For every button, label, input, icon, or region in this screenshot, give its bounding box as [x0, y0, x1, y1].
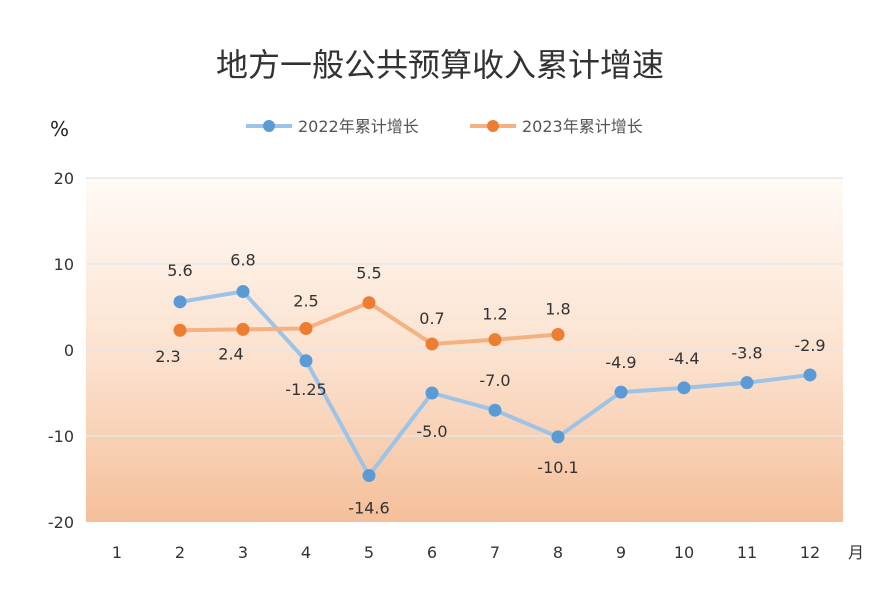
data-label: 5.6: [167, 261, 192, 280]
gridlines: [86, 177, 843, 437]
data-point: [173, 323, 187, 337]
data-label: 2.4: [218, 344, 243, 363]
data-label: -4.9: [605, 353, 636, 372]
data-point: [425, 337, 439, 351]
data-point: [362, 469, 376, 483]
x-tick-label: 12: [800, 543, 820, 562]
data-point: [677, 381, 691, 395]
data-label: 2.5: [293, 292, 318, 311]
legend-label: 2022年累计增长: [298, 117, 419, 136]
x-axis-ticks: 1 2 3 4 5 6 7 8 9 10 11 12: [112, 543, 820, 562]
data-point: [488, 333, 502, 347]
y-tick-label: -10: [48, 427, 74, 446]
data-point: [425, 386, 439, 400]
data-label: 0.7: [419, 309, 444, 328]
x-tick-label: 5: [364, 543, 374, 562]
data-point: [236, 322, 250, 336]
data-point: [299, 354, 313, 368]
data-label: -7.0: [479, 371, 510, 390]
x-tick-label: 10: [674, 543, 694, 562]
data-point: [362, 296, 376, 310]
y-tick-label: 0: [64, 341, 74, 360]
y-axis-unit: %: [50, 117, 69, 141]
x-tick-label: 7: [490, 543, 500, 562]
y-tick-label: 20: [54, 169, 74, 188]
data-point: [614, 385, 628, 399]
x-tick-label: 9: [616, 543, 626, 562]
data-point: [551, 328, 565, 342]
data-label: -10.1: [537, 458, 578, 477]
data-label: -2.9: [794, 336, 825, 355]
data-label: -14.6: [348, 499, 389, 518]
x-tick-label: 2: [175, 543, 185, 562]
x-tick-label: 8: [553, 543, 563, 562]
data-point: [488, 403, 502, 417]
legend-marker: [263, 120, 275, 132]
x-tick-label: 3: [238, 543, 248, 562]
legend: 2022年累计增长 2023年累计增长: [246, 117, 643, 136]
data-point: [173, 295, 187, 309]
y-axis-ticks: 20 10 0 -10 -20: [48, 169, 74, 532]
data-label: -3.8: [731, 344, 762, 363]
series-layer: [173, 285, 817, 483]
data-label: 2.3: [155, 347, 180, 366]
chart-title: 地方一般公共预算收入累计增速: [216, 46, 664, 84]
data-label: -5.0: [416, 422, 447, 441]
data-point: [551, 430, 565, 444]
legend-label: 2023年累计增长: [522, 117, 643, 136]
data-label: 6.8: [230, 251, 255, 270]
data-labels: 5.6 6.8 -1.25 -14.6 -5.0 -7.0 -10.1 -4.9 -4.4 -3.…: [155, 251, 825, 518]
data-label: 5.5: [356, 264, 381, 283]
data-point: [740, 376, 754, 390]
data-point: [803, 368, 817, 382]
data-label: 1.8: [545, 300, 570, 319]
data-label: 1.2: [482, 305, 507, 324]
x-axis-unit: 月: [848, 543, 864, 562]
data-point: [299, 322, 313, 335]
x-tick-label: 4: [301, 543, 311, 562]
y-tick-label: 10: [54, 255, 74, 274]
legend-marker: [487, 120, 499, 132]
y-tick-label: -20: [48, 513, 74, 532]
x-tick-label: 11: [737, 543, 757, 562]
data-point: [236, 285, 250, 299]
data-label: -4.4: [668, 349, 699, 368]
x-tick-label: 1: [112, 543, 122, 562]
x-tick-label: 6: [427, 543, 437, 562]
data-label: -1.25: [285, 380, 326, 399]
